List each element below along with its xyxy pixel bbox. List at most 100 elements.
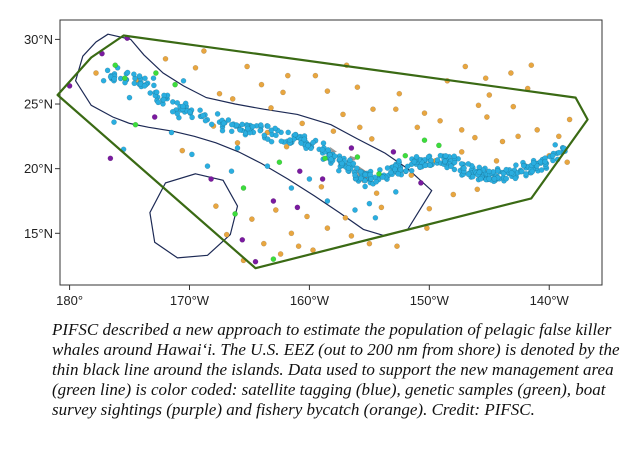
island-shape: [329, 146, 337, 154]
satellite-tag-point: [428, 157, 434, 164]
figure-caption: PIFSC described a new approach to estima…: [52, 320, 620, 419]
satellite-tag-point: [549, 152, 556, 159]
satellite-tag-point: [306, 176, 313, 182]
satellite-tag-point: [486, 168, 492, 175]
satellite-tag-point: [556, 149, 562, 156]
satellite-tag-point: [508, 170, 515, 176]
satellite-tag-point: [331, 153, 338, 159]
bycatch-point: [192, 65, 199, 71]
satellite-tag-point: [208, 121, 215, 128]
bycatch-point: [304, 213, 310, 220]
satellite-tag-point: [357, 168, 364, 175]
bycatch-point: [510, 103, 517, 110]
satellite-tag-point: [189, 151, 195, 158]
genetic-sample-point: [376, 170, 382, 177]
satellite-tag-point: [324, 198, 331, 204]
satellite-tag-point: [268, 138, 275, 145]
x-tick-label: 150°W: [410, 293, 450, 308]
satellite-tag-point: [278, 138, 285, 144]
satellite-tag-point: [552, 141, 559, 148]
satellite-tag-point: [228, 121, 235, 128]
bycatch-point: [330, 128, 337, 134]
satellite-tag-point: [202, 117, 209, 124]
bycatch-point: [342, 214, 349, 221]
bycatch-point: [229, 96, 236, 102]
genetic-sample-point: [122, 75, 128, 81]
genetic-sample-point: [421, 137, 428, 143]
satellite-tag-point: [288, 185, 295, 191]
satellite-tag-point: [362, 183, 368, 190]
satellite-tag-point: [352, 207, 358, 213]
satellite-tag-point: [352, 172, 358, 178]
satellite-tag-point: [354, 165, 360, 171]
genetic-sample-point: [402, 152, 409, 159]
bycatch-point: [392, 106, 399, 112]
axes: 180° 170°W 160°W 150°W 140°W 15°N 20°N 25°N 30°N: [24, 32, 570, 308]
y-tick-label: 15°N: [24, 226, 53, 241]
bycatch-point: [515, 133, 521, 140]
satellite-tag-point: [465, 171, 472, 178]
map-chart: 180° 170°W 160°W 150°W 140°W 15°N 20°N 25°N 30°N: [24, 19, 603, 308]
satellite-tag-point: [335, 167, 342, 174]
bycatch-point: [528, 62, 535, 68]
bycatch-point: [223, 231, 230, 238]
satellite-tag-point: [249, 123, 256, 130]
boat-sighting-point: [390, 149, 397, 155]
bycatch-point: [249, 216, 255, 222]
bycatch-point: [482, 75, 489, 81]
bycatch-point: [354, 84, 361, 90]
satellite-tag-point: [328, 156, 334, 163]
island-shape: [349, 155, 358, 161]
boat-sighting-point: [239, 236, 246, 243]
satellite-tag-point: [523, 170, 529, 177]
boat-sighting-point: [348, 145, 355, 151]
bycatch-point: [474, 186, 481, 193]
bycatch-point: [216, 90, 223, 97]
bycatch-point: [373, 190, 380, 196]
satellite-tag-point: [392, 189, 399, 195]
satellite-tag-point: [155, 99, 161, 106]
satellite-tag-point: [362, 171, 369, 178]
genetic-sample-point: [232, 211, 238, 217]
satellite-tag-point: [530, 160, 537, 166]
bycatch-point: [366, 240, 373, 247]
bycatch-point: [378, 204, 385, 211]
satellite-tag-point: [448, 163, 454, 170]
bycatch-point: [284, 72, 291, 79]
satellite-tag-point: [451, 166, 458, 173]
satellite-tag-point: [347, 157, 353, 163]
bycatch-point: [356, 124, 363, 131]
satellite-tag-point: [305, 142, 311, 149]
bycatch-point: [310, 247, 316, 253]
satellite-tag-point: [529, 168, 536, 175]
satellite-tag-point: [357, 175, 364, 182]
satellite-tag-point: [408, 167, 415, 174]
satellite-tag-point: [265, 123, 271, 129]
bycatch-point: [162, 56, 169, 62]
bycatch-point: [213, 203, 219, 209]
satellite-tag-point: [366, 200, 373, 207]
satellite-tag-point: [397, 166, 404, 173]
satellite-tag-point: [264, 136, 271, 142]
satellite-tag-point: [168, 129, 175, 136]
satellite-tag-point: [404, 163, 411, 170]
satellite-tag-point: [465, 161, 472, 167]
bycatch-point: [340, 111, 346, 118]
bycatch-point: [458, 149, 465, 155]
satellite-tag-point: [197, 107, 203, 113]
satellite-tag-point: [273, 132, 279, 139]
satellite-tag-point: [264, 163, 271, 169]
satellite-tag-point: [220, 120, 227, 127]
boat-sighting-point: [418, 180, 424, 186]
genetic-sample-point: [322, 155, 328, 162]
management-area-boundary: [56, 34, 589, 270]
satellite-tag-point: [141, 83, 148, 89]
satellite-tag-point: [111, 76, 118, 82]
satellite-tag-point: [233, 122, 240, 128]
satellite-tag-point: [538, 167, 545, 173]
satellite-tag-point: [234, 145, 241, 151]
satellite-tag-point: [476, 164, 483, 171]
satellite-tag-point: [477, 175, 484, 182]
bycatch-point: [462, 63, 469, 70]
satellite-tag-point: [476, 169, 483, 176]
